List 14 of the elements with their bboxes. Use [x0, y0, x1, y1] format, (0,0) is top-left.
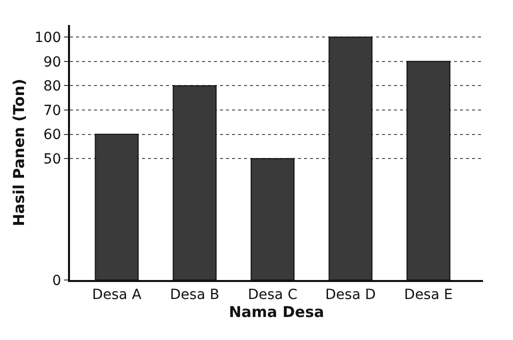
x-tick-label: Desa B	[170, 286, 220, 303]
y-tick-label: 60	[43, 127, 62, 144]
y-tick-label: 70	[43, 102, 62, 119]
x-tick-label: Desa C	[248, 286, 298, 303]
x-tick-label: Desa D	[325, 286, 376, 303]
y-axis-title: Hasil Panen (Ton)	[10, 78, 28, 226]
y-tick-label: 90	[43, 54, 62, 70]
y-tick-label: 80	[43, 78, 62, 95]
y-tick-label: 0	[52, 272, 62, 289]
y-tick-label: 50	[43, 151, 62, 168]
y-tick-label: 100	[34, 30, 62, 46]
x-tick-label: Desa E	[404, 286, 453, 303]
x-axis-title: Nama Desa	[228, 302, 324, 321]
x-tick-label: Desa A	[92, 286, 142, 303]
